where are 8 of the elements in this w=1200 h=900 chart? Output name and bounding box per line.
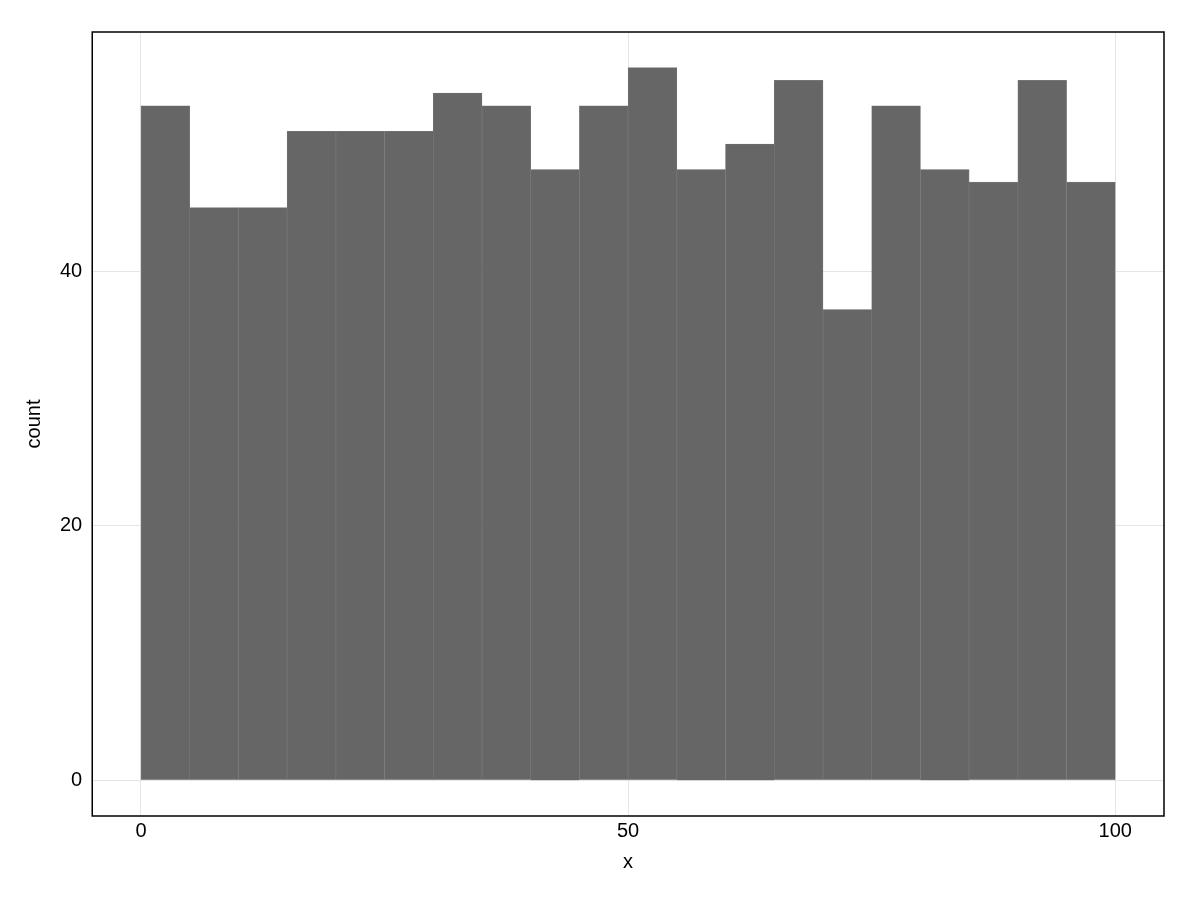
x-tick-label: 100 [1098, 818, 1132, 841]
y-tick-label: 20 [60, 513, 83, 536]
y-tick-label: 0 [71, 767, 83, 790]
x-tick-label: 50 [617, 818, 640, 841]
x-axis-title: x [623, 849, 634, 872]
y-tick-label: 40 [60, 258, 83, 281]
y-axis-title: count [21, 399, 44, 449]
x-tick-label: 0 [135, 818, 147, 841]
